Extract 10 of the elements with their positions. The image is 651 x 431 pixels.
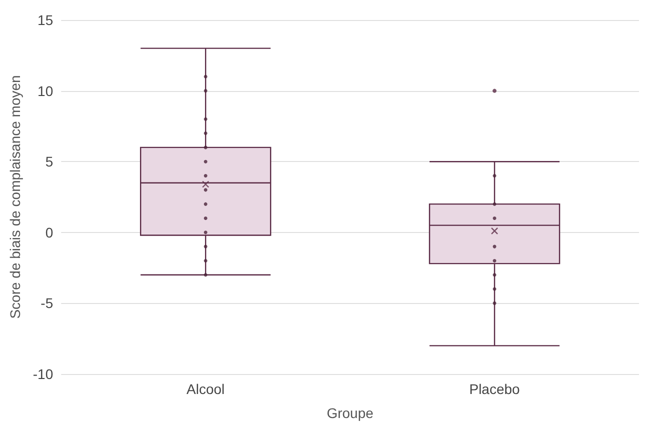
- y-tick-label: 10: [38, 82, 54, 99]
- y-tick-label: 0: [45, 224, 54, 240]
- y-axis-title: Score de biais de complaisance moyen: [7, 75, 23, 319]
- x-tick-label: Alcool: [186, 381, 225, 397]
- y-tick-label: 15: [38, 12, 54, 28]
- y-tick-label: 5: [45, 154, 54, 170]
- x-tick-label: Placebo: [469, 381, 520, 397]
- y-tick-label: -5: [40, 295, 54, 312]
- y-tick-label: -10: [32, 366, 54, 382]
- x-axis-title: Groupe: [326, 405, 374, 421]
